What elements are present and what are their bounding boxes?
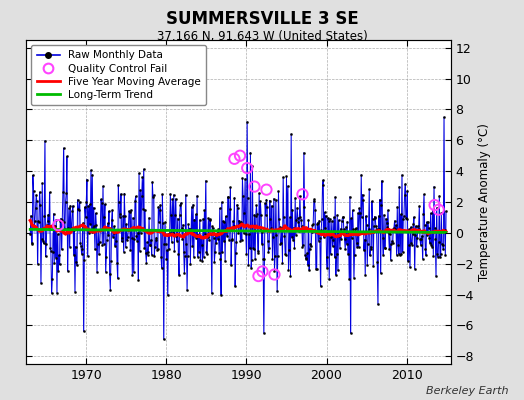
Long-Term Trend <box>27 227 34 232</box>
Text: SUMMERSVILLE 3 SE: SUMMERSVILLE 3 SE <box>166 10 358 28</box>
Point <box>262 186 270 193</box>
Five Year Moving Average <box>199 236 205 240</box>
Point <box>258 268 267 275</box>
Line: Raw Monthly Data: Raw Monthly Data <box>29 116 447 340</box>
Long-Term Trend <box>49 227 56 232</box>
Five Year Moving Average <box>157 230 163 234</box>
Raw Monthly Data <box>157 208 163 212</box>
Point <box>430 202 439 208</box>
Raw Monthly Data <box>160 337 167 342</box>
Five Year Moving Average <box>49 224 56 228</box>
Long-Term Trend <box>157 228 163 233</box>
Long-Term Trend <box>173 228 180 233</box>
Five Year Moving Average <box>228 227 235 232</box>
Text: 37.166 N, 91.643 W (United States): 37.166 N, 91.643 W (United States) <box>157 30 367 43</box>
Five Year Moving Average <box>173 233 180 238</box>
Raw Monthly Data <box>194 254 201 259</box>
Five Year Moving Average <box>420 230 427 235</box>
Point <box>270 271 279 278</box>
Point <box>230 156 238 162</box>
Y-axis label: Temperature Anomaly (°C): Temperature Anomaly (°C) <box>478 123 491 281</box>
Line: Long-Term Trend: Long-Term Trend <box>30 230 446 232</box>
Five Year Moving Average <box>27 218 34 223</box>
Five Year Moving Average <box>443 229 449 234</box>
Five Year Moving Average <box>194 234 200 239</box>
Raw Monthly Data <box>420 212 427 217</box>
Long-Term Trend <box>194 228 200 233</box>
Point <box>298 191 307 198</box>
Long-Term Trend <box>420 230 426 235</box>
Line: Five Year Moving Average: Five Year Moving Average <box>30 220 446 238</box>
Point <box>434 206 443 213</box>
Point <box>243 165 252 171</box>
Raw Monthly Data <box>443 209 449 214</box>
Text: Berkeley Earth: Berkeley Earth <box>426 386 508 396</box>
Long-Term Trend <box>443 230 449 235</box>
Long-Term Trend <box>228 228 234 233</box>
Point <box>236 152 244 159</box>
Point <box>254 273 263 279</box>
Raw Monthly Data <box>49 277 56 282</box>
Raw Monthly Data <box>27 232 34 236</box>
Raw Monthly Data <box>228 238 235 242</box>
Raw Monthly Data <box>174 239 180 244</box>
Legend: Raw Monthly Data, Quality Control Fail, Five Year Moving Average, Long-Term Tren: Raw Monthly Data, Quality Control Fail, … <box>31 45 206 105</box>
Point <box>54 222 62 228</box>
Point <box>250 183 259 190</box>
Raw Monthly Data <box>441 115 447 120</box>
